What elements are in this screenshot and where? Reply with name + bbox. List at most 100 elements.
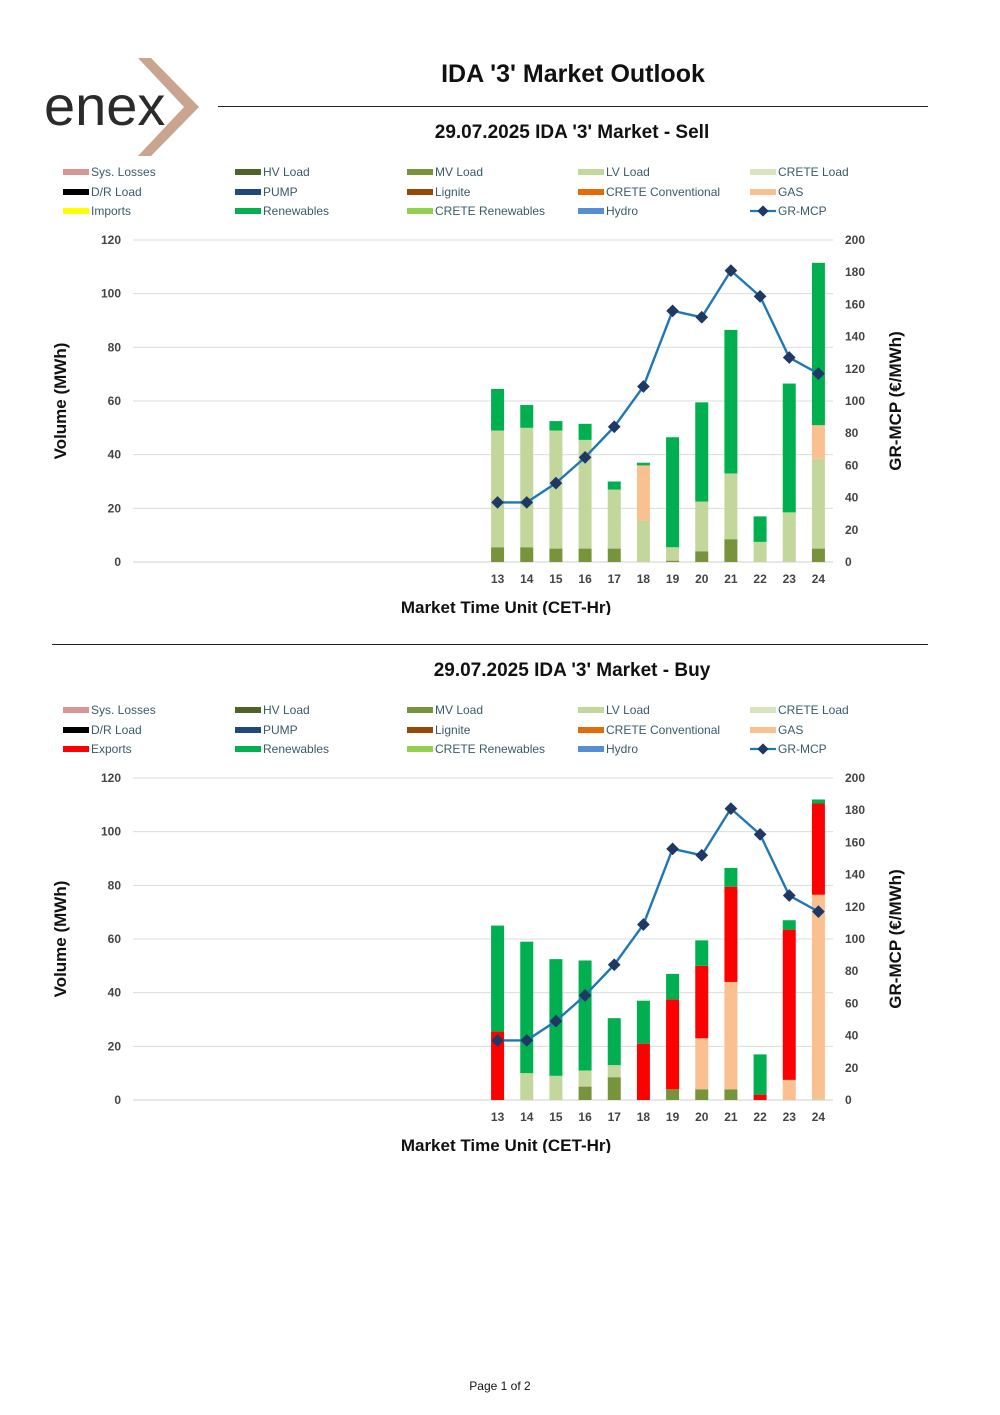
x-tick-label: 24 <box>812 1110 826 1124</box>
y2-tick-label: 200 <box>845 233 865 247</box>
bar-segment-mv-load <box>666 1089 680 1100</box>
legend-swatch <box>63 169 89 175</box>
legend-item-crete-conventional: CRETE Conventional <box>578 723 720 737</box>
y2-tick-label: 40 <box>845 1029 859 1043</box>
gr-mcp-point <box>520 1034 534 1047</box>
bar-segment-lv-load <box>636 520 650 562</box>
y-tick-label: 120 <box>101 771 121 785</box>
bar-segment-gas <box>811 894 825 1099</box>
bar-segment-lv-load <box>549 1075 563 1100</box>
legend-item-dr-load: D/R Load <box>63 723 142 737</box>
bar-segment-renewables <box>695 402 709 502</box>
bar-segment-renewables <box>811 262 825 426</box>
bar-segment-exports <box>811 803 825 895</box>
legend-label: MV Load <box>435 165 483 179</box>
legend-diamond-marker <box>757 205 769 217</box>
y2-tick-label: 160 <box>845 835 865 849</box>
sell-chart-canvas: 29.07.2025 IDA '3' Market - Sell Sys. Los… <box>51 122 905 615</box>
y2-tick-label: 0 <box>845 555 852 569</box>
legend-label: Lignite <box>435 723 471 737</box>
gr-mcp-line <box>497 807 819 1042</box>
legend-swatch <box>235 727 261 733</box>
legend-swatch <box>578 746 604 752</box>
legend-swatch <box>578 208 604 214</box>
y2-tick-label: 60 <box>845 996 859 1010</box>
legend-label: CRETE Load <box>778 703 849 717</box>
sell-market-chart: 29.07.2025 IDA '3' Market - Sell Sys. Los… <box>0 115 1000 615</box>
gr-mcp-point <box>782 889 796 902</box>
x-tick-label: 19 <box>666 1110 680 1124</box>
bar-segment-exports <box>724 886 738 982</box>
bar-segment-mv-load <box>578 548 592 562</box>
bar-segment-renewables <box>782 383 796 513</box>
legend-item-pump: PUMP <box>235 185 298 199</box>
y-tick-label: 60 <box>108 932 122 946</box>
legend-item-crete-load: CRETE Load <box>750 703 849 717</box>
legend-swatch <box>235 746 261 752</box>
x-tick-label: 15 <box>549 1110 563 1124</box>
legend-swatch <box>578 707 604 713</box>
bar-segment-lv-load <box>782 512 796 562</box>
y-tick-label: 40 <box>108 448 122 462</box>
y2-tick-label: 140 <box>845 868 865 882</box>
legend-item-hydro: Hydro <box>578 742 638 756</box>
bar-segment-lv-load <box>811 1098 825 1100</box>
legend-item-sys-losses: Sys. Losses <box>63 165 156 179</box>
bar-segment-gas <box>811 425 825 459</box>
y2-tick-label: 180 <box>845 803 865 817</box>
bar-segment-renewables <box>520 941 534 1074</box>
legend-swatch <box>63 208 89 214</box>
page-footer: Page 1 of 2 <box>469 1379 531 1393</box>
legend-label: PUMP <box>263 723 298 737</box>
x-tick-label: 18 <box>637 1110 651 1124</box>
x-tick-label: 19 <box>666 572 680 586</box>
y2-tick-label: 100 <box>845 932 865 946</box>
legend-swatch <box>750 727 776 733</box>
x-tick-label: 20 <box>695 572 709 586</box>
y-tick-label: 0 <box>114 1093 121 1107</box>
bar-segment-mv-load <box>811 548 825 562</box>
enex-logo: enex <box>44 58 199 156</box>
legend-item-sys-losses: Sys. Losses <box>63 703 156 717</box>
legend-swatch <box>63 707 89 713</box>
bar-segment-mv-load <box>607 1077 621 1100</box>
legend-item-mv-load: MV Load <box>407 703 483 717</box>
y-tick-label: 120 <box>101 233 121 247</box>
legend-swatch <box>407 169 433 175</box>
y2-tick-label: 40 <box>845 491 859 505</box>
bar-segment-exports <box>695 965 709 1039</box>
y2-tick-label: 80 <box>845 964 859 978</box>
bar-segment-exports <box>753 1094 767 1100</box>
x-tick-label: 16 <box>578 572 592 586</box>
gr-mcp-point <box>666 842 679 856</box>
legend-label: GAS <box>778 185 803 199</box>
y2-tick-label: 100 <box>845 394 865 408</box>
legend-swatch <box>750 189 776 195</box>
bar-segment-lv-load <box>724 473 738 540</box>
legend-swatch <box>750 707 776 713</box>
x-tick-label: 17 <box>608 572 622 586</box>
bar-segment-lv-load <box>666 547 680 561</box>
x-axis-title: Market Time Unit (CET-Hr) <box>401 598 611 615</box>
x-tick-label: 21 <box>724 1110 738 1124</box>
buy-chart-canvas: 29.07.2025 IDA '3' Market - Buy Sys. Loss… <box>51 660 905 1153</box>
x-axis-title: Market Time Unit (CET-Hr) <box>401 1136 611 1153</box>
bar-segment-lv-load <box>549 430 563 549</box>
legend-label: Renewables <box>263 742 329 756</box>
legend-item-lv-load: LV Load <box>578 703 650 717</box>
x-tick-label: 13 <box>491 572 505 586</box>
legend-label: D/R Load <box>91 185 142 199</box>
legend-item-imports: Imports <box>63 204 131 218</box>
x-tick-label: 20 <box>695 1110 709 1124</box>
bar-segment-mv-load <box>578 1086 592 1100</box>
legend-label: HV Load <box>263 703 310 717</box>
bar-segment-lv-load <box>695 501 709 552</box>
gr-mcp-point <box>782 351 796 364</box>
legend-item-lignite: Lignite <box>407 723 471 737</box>
y2-tick-label: 120 <box>845 900 865 914</box>
bar-segment-renewables <box>607 1018 621 1066</box>
x-tick-label: 22 <box>753 1110 767 1124</box>
legend-item-mv-load: MV Load <box>407 165 483 179</box>
page-title: IDA '3' Market Outlook <box>441 60 705 88</box>
bar-segment-renewables <box>607 481 621 490</box>
